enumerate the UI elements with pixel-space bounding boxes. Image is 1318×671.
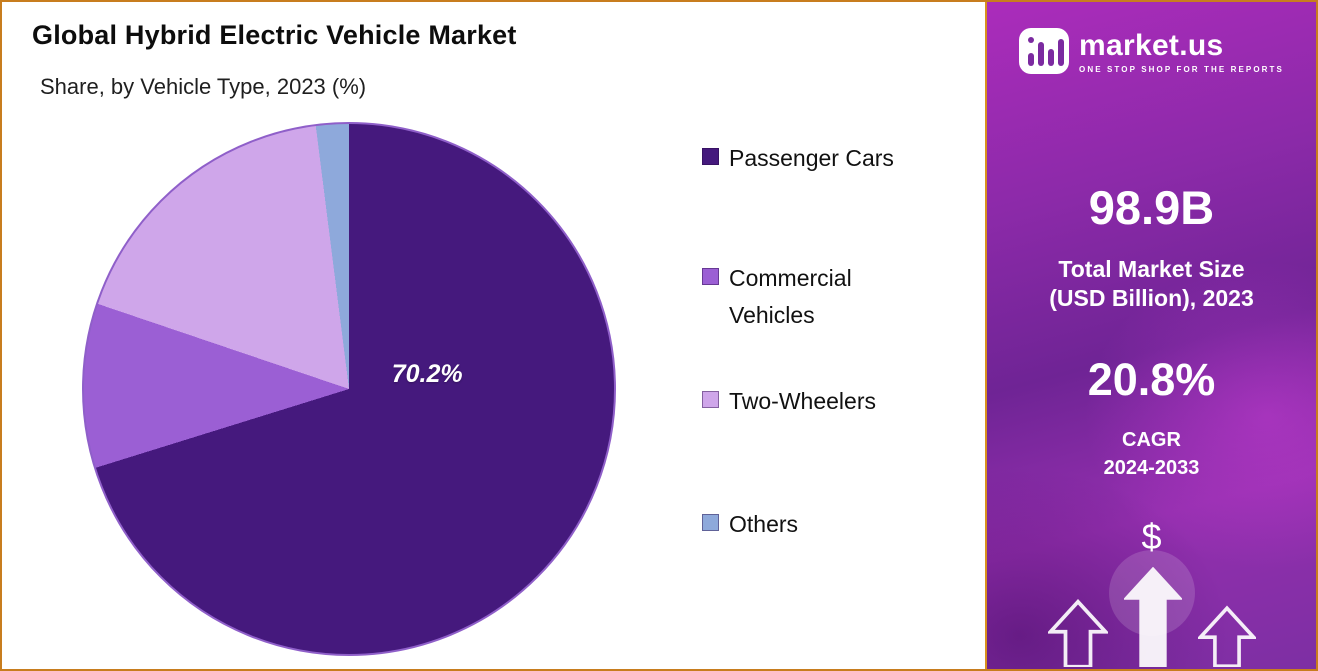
cagr-value: 20.8%	[1087, 354, 1216, 405]
up-arrow-icon	[1047, 599, 1108, 667]
legend-label: Two-Wheelers	[729, 388, 876, 414]
legend-swatch-commercial-vehicles	[702, 268, 719, 285]
pie-chart-area: 70.2%	[82, 122, 616, 656]
up-arrow-icon	[1197, 605, 1256, 667]
page-title: Global Hybrid Electric Vehicle Market	[32, 20, 517, 50]
logo-bar	[1028, 53, 1035, 66]
cagr-label: CAGR 2024-2033	[987, 426, 1316, 482]
logo-dot	[1028, 37, 1035, 43]
brand: market.us ONE STOP SHOP FOR THE REPORTS	[987, 28, 1316, 74]
pie-slice-label: 70.2%	[391, 359, 463, 388]
legend-label: Passenger Cars	[729, 145, 894, 171]
pie-chart	[82, 122, 616, 656]
brand-text: market.us ONE STOP SHOP FOR THE REPORTS	[1079, 29, 1284, 74]
dollar-icon: $	[1141, 516, 1162, 557]
brand-name: market.us	[1079, 28, 1224, 62]
legend-item-commercial-vehicles: Commercial Vehicles	[702, 260, 919, 334]
cagr-label-line2: 2024-2033	[1103, 457, 1200, 479]
legend-label: Others	[729, 511, 799, 537]
logo-bar	[1038, 42, 1045, 66]
legend-item-two-wheelers: Two-Wheelers	[702, 383, 876, 420]
chart-pane: Global Hybrid Electric Vehicle Market Sh…	[2, 2, 985, 669]
legend-item-passenger-cars: Passenger Cars	[702, 140, 894, 177]
up-arrow-icon	[1123, 567, 1182, 667]
market-size-label-line2: (USD Billion), 2023	[1049, 285, 1254, 312]
brand-tagline: ONE STOP SHOP FOR THE REPORTS	[1079, 64, 1284, 74]
market-size-label: Total Market Size (USD Billion), 2023	[987, 255, 1316, 314]
chart-subtitle: Share, by Vehicle Type, 2023 (%)	[40, 74, 367, 99]
legend-swatch-passenger-cars	[702, 148, 719, 165]
brand-panel: market.us ONE STOP SHOP FOR THE REPORTS …	[985, 2, 1316, 669]
marketus-logo-icon	[1019, 28, 1070, 74]
legend-label: Commercial Vehicles	[729, 265, 852, 328]
legend-swatch-two-wheelers	[702, 391, 719, 408]
legend-item-others: Others	[702, 506, 798, 543]
growth-arrows-icon	[987, 567, 1316, 667]
market-size-value: 98.9B	[1088, 181, 1215, 234]
legend-swatch-others	[702, 514, 719, 531]
market-size-label-line1: Total Market Size	[1058, 256, 1245, 282]
logo-bar	[1058, 39, 1065, 66]
cagr-label-line1: CAGR	[1122, 429, 1181, 451]
logo-bar	[1048, 49, 1055, 66]
